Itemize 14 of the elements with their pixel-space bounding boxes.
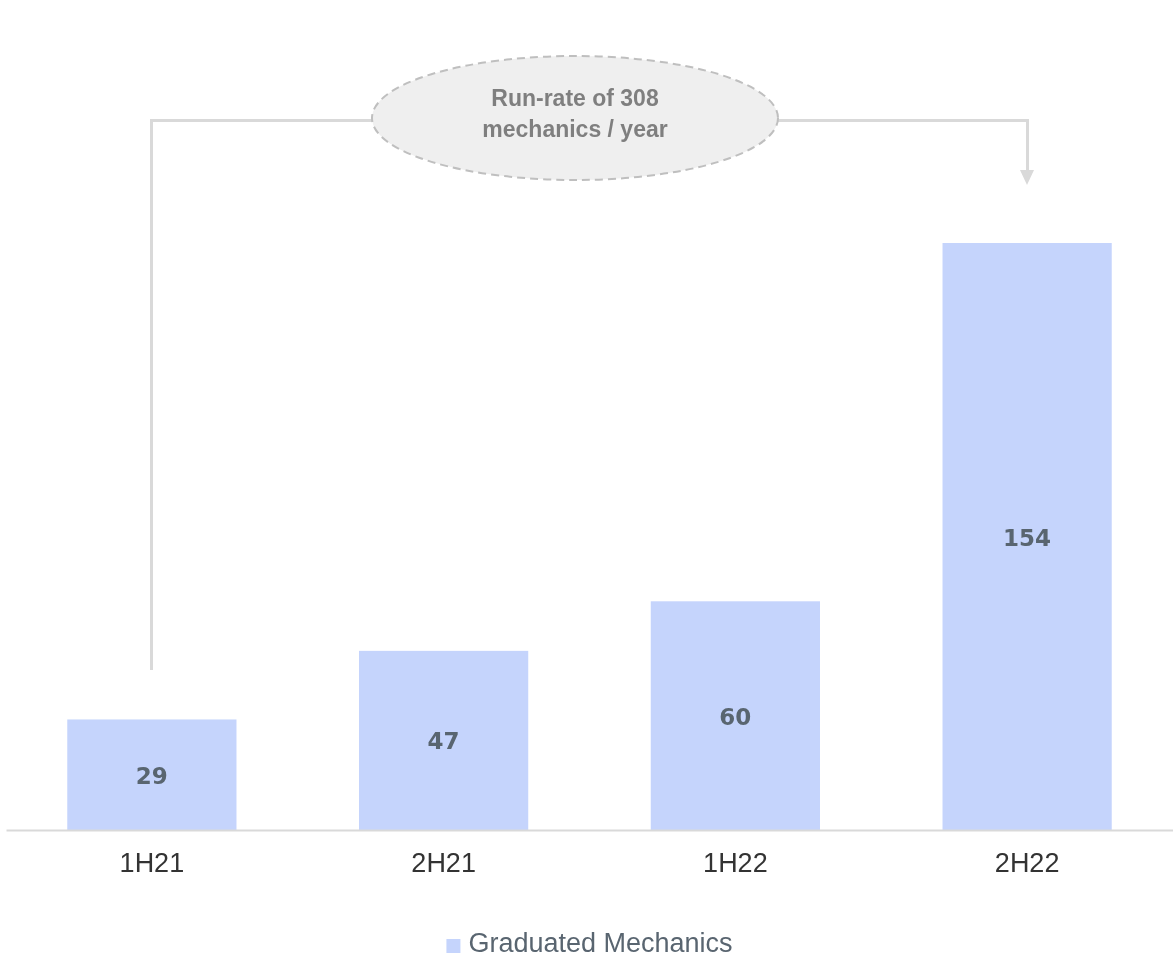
bar: [67, 719, 237, 830]
text: Run-rate of 308 mechanics / year: [482, 85, 668, 142]
x-tick-label: 1H21: [119, 848, 185, 879]
data-label: 154: [1003, 524, 1052, 551]
x-tick-label: 1H22: [703, 848, 768, 879]
bar: [942, 243, 1112, 830]
data-label: 29: [135, 762, 168, 789]
bar: [650, 601, 820, 830]
x-tick-label: 2H22: [994, 848, 1060, 879]
bar: [359, 650, 529, 830]
legend-label: Graduated Mechanics: [468, 928, 733, 958]
x-tick-label: 2H21: [411, 848, 476, 879]
data-label: 47: [427, 728, 460, 755]
data-label: 60: [719, 703, 752, 730]
